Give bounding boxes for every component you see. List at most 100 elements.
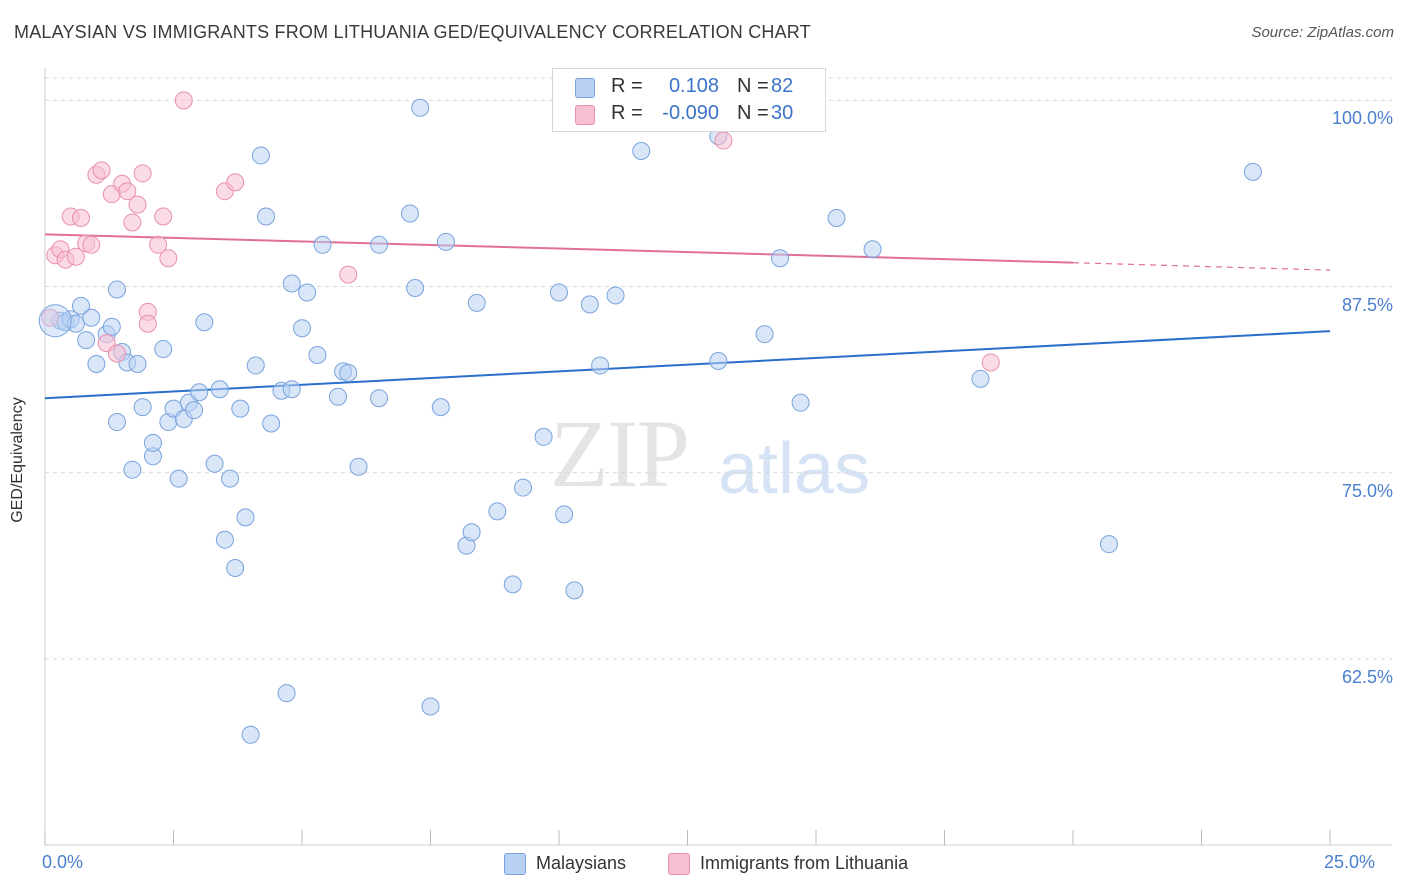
bottom-legend-label: Malaysians: [536, 853, 627, 873]
malaysian-point: [370, 389, 389, 408]
lithuania-point: [66, 247, 85, 266]
malaysian-point: [421, 697, 440, 716]
lithuania-point: [128, 195, 147, 214]
y-tick-label: 87.5%: [1341, 294, 1393, 315]
malaysian-point: [251, 146, 270, 165]
lithuania-point: [714, 131, 733, 150]
legend-swatch-blue: [575, 78, 595, 98]
malaysian-point: [514, 478, 533, 497]
malaysian-point: [436, 232, 455, 251]
malaysian-point: [205, 454, 224, 473]
malaysian-point: [210, 380, 229, 399]
legend-r-value: -0.090: [662, 102, 719, 124]
watermark-zip: ZIP: [550, 400, 690, 507]
malaysian-point: [827, 208, 846, 227]
malaysian-point: [534, 427, 553, 446]
malaysian-point: [632, 141, 651, 160]
y-axis-label: GED/Equivalency: [9, 397, 26, 523]
y-tick-label: 75.0%: [1341, 480, 1393, 501]
malaysian-point: [550, 283, 568, 302]
lithuania-point: [138, 314, 157, 333]
malaysian-point: [606, 286, 625, 305]
malaysian-point: [71, 296, 90, 315]
malaysian-point: [107, 413, 126, 432]
malaysian-point: [195, 313, 214, 332]
malaysian-point: [1099, 535, 1118, 554]
malaysian-point: [971, 369, 990, 388]
lithuania-point: [82, 235, 101, 254]
malaysian-point: [431, 398, 450, 417]
malaysian-point: [133, 398, 152, 417]
malaysian-point: [308, 346, 327, 365]
malaysian-point: [102, 317, 121, 336]
chart-title: MALAYSIAN VS IMMIGRANTS FROM LITHUANIA G…: [14, 22, 811, 42]
legend-n-value: 82: [771, 75, 794, 97]
malaysian-point: [467, 293, 486, 312]
lithuania-point: [41, 308, 60, 327]
malaysian-point: [328, 387, 347, 406]
lithuania-point: [981, 353, 1000, 372]
malaysian-point: [190, 383, 209, 402]
y-tick-label: 62.5%: [1341, 666, 1393, 687]
malaysian-point: [580, 295, 599, 314]
legend-r-value: 0.108: [668, 75, 719, 97]
malaysian-point: [107, 280, 126, 299]
legend-n-label: N =: [737, 102, 769, 124]
watermark-atlas: atlas: [718, 429, 871, 509]
malaysian-point: [370, 235, 389, 254]
bottom-legend-swatch-pink: [668, 853, 690, 875]
malaysian-trend-line: [44, 330, 1331, 400]
malaysian-point: [226, 558, 245, 577]
malaysian-point: [82, 308, 101, 327]
legend-row-malaysians: R = 0.108 N = 82: [553, 73, 825, 101]
malaysian-point: [221, 469, 240, 488]
lithuania-point: [123, 213, 142, 232]
bottom-legend-label: Immigrants from Lithuania: [700, 853, 909, 873]
lithuania-trend-extension: [1072, 262, 1331, 271]
malaysian-point: [406, 278, 425, 297]
bottom-legend-swatch-blue: [504, 853, 526, 875]
y-tick-label: 100.0%: [1331, 108, 1393, 129]
malaysian-point: [169, 469, 188, 488]
lithuania-point: [154, 207, 173, 226]
malaysian-point: [313, 235, 332, 254]
lithuania-point: [339, 265, 358, 284]
malaysian-point: [298, 283, 317, 302]
lithuania-point: [149, 235, 168, 254]
malaysian-point: [400, 204, 419, 223]
malaysian-point: [143, 433, 162, 452]
malaysian-point: [282, 274, 301, 293]
malaysian-point: [236, 508, 255, 527]
malaysian-point: [411, 98, 430, 117]
lithuania-point: [71, 208, 90, 227]
malaysian-point: [123, 460, 142, 479]
legend-n-label: N =: [737, 75, 769, 97]
source-credit: Source: ZipAtlas.com: [1251, 24, 1394, 41]
malaysian-point: [231, 399, 250, 418]
malaysian-point: [462, 523, 481, 542]
malaysian-point: [488, 502, 507, 521]
lithuania-point: [107, 344, 126, 363]
malaysian-cluster-point: [38, 304, 72, 338]
legend-r-label: R =: [611, 102, 643, 124]
lithuania-point: [159, 249, 178, 268]
legend-r-label: R =: [611, 75, 643, 97]
legend-row-lithuania: R = -0.090 N = 30: [553, 100, 825, 128]
lithuania-point: [174, 91, 193, 110]
malaysian-point: [185, 401, 204, 420]
malaysian-point: [257, 207, 276, 226]
malaysian-point: [282, 380, 301, 399]
legend-swatch-pink: [575, 105, 595, 125]
malaysian-point: [262, 414, 281, 433]
malaysian-point: [77, 331, 96, 350]
malaysian-point: [709, 351, 728, 370]
lithuania-point: [133, 164, 152, 183]
malaysian-point: [293, 319, 311, 338]
legend-n-value: 30: [771, 102, 794, 124]
malaysian-point: [503, 575, 522, 594]
malaysian-point: [277, 684, 296, 703]
malaysian-point: [241, 725, 260, 744]
malaysian-point: [755, 325, 774, 344]
lithuania-point: [226, 173, 245, 192]
